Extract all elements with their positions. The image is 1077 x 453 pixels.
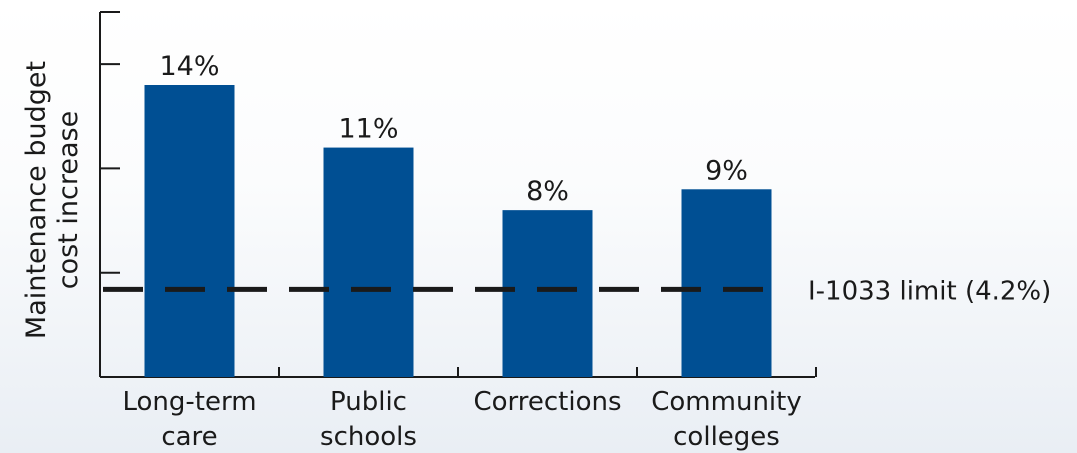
bar <box>681 189 772 377</box>
bar <box>323 147 414 377</box>
reference-line-group: I-1033 limit (4.2%) <box>103 276 1051 306</box>
x-tick-label: Public <box>330 387 407 417</box>
labels: 14% Long-term care 11% Public schools 8% Correc… <box>21 51 802 452</box>
data-label: 8% <box>526 176 569 207</box>
x-tick-label: Corrections <box>473 387 621 417</box>
bar <box>144 85 235 377</box>
x-tick-label: schools <box>320 422 417 452</box>
data-label: 14% <box>159 51 219 82</box>
y-axis-label: cost increase <box>53 111 84 289</box>
data-label: 11% <box>338 114 398 145</box>
reference-line-label: I-1033 limit (4.2%) <box>808 276 1051 306</box>
x-tick-label: Long-term <box>122 387 256 417</box>
x-tick-label: colleges <box>673 422 780 452</box>
x-tick-label: care <box>161 422 217 452</box>
x-tick-label: Community <box>651 387 801 417</box>
y-axis-label: Maintenance budget <box>21 61 52 339</box>
data-label: 9% <box>705 155 748 186</box>
bar <box>502 210 593 377</box>
bars <box>144 85 772 377</box>
